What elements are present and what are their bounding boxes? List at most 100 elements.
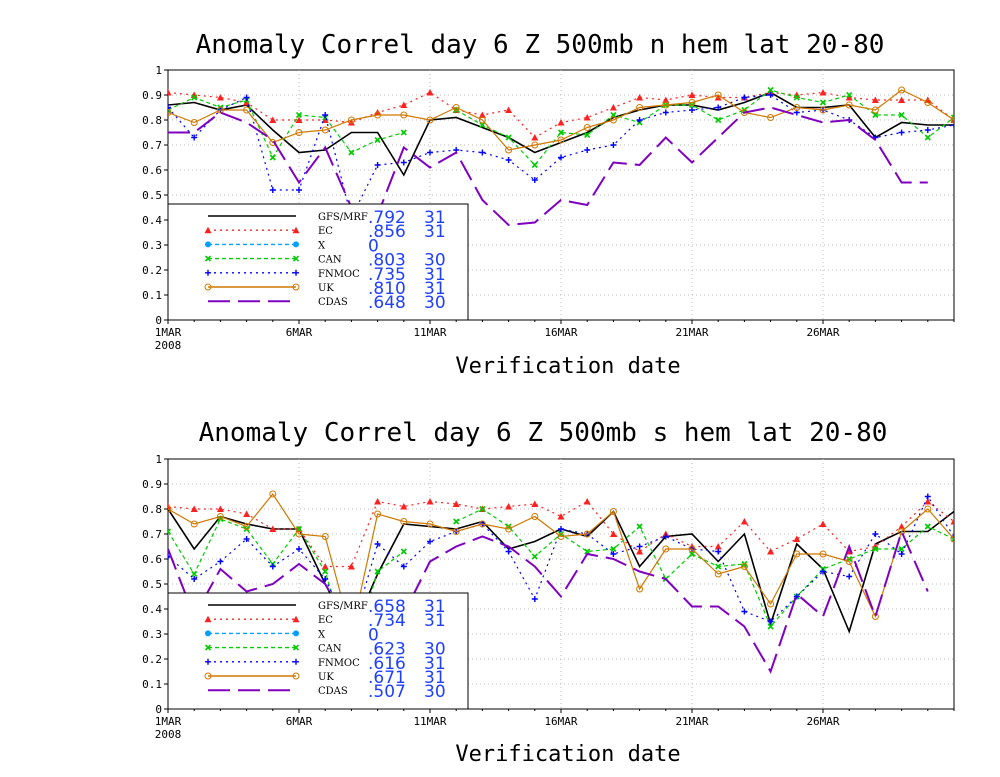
data-point-circle <box>557 533 565 540</box>
data-point-plus <box>531 177 538 183</box>
data-point-circle <box>452 528 460 535</box>
x-tick-label: 16MAR <box>544 715 577 728</box>
data-point-plus <box>296 187 302 193</box>
data-point-circle <box>505 146 513 154</box>
data-point-triangle <box>924 498 932 505</box>
data-point-x <box>531 161 538 169</box>
y-tick-label: 0.7 <box>142 139 162 152</box>
data-point-plus <box>584 147 591 153</box>
data-point-triangle <box>819 520 827 527</box>
data-point-triangle <box>531 134 539 141</box>
y-tick-label: 0.9 <box>142 89 162 102</box>
data-point-triangle <box>168 89 172 96</box>
data-point-triangle <box>714 543 722 550</box>
data-point-circle <box>452 104 460 111</box>
x-tick-label: 26MAR <box>806 326 839 339</box>
data-point-plus <box>191 576 198 582</box>
x-axis-label: Verification date <box>455 354 680 379</box>
data-point-x <box>872 111 879 119</box>
data-point-circle <box>583 124 591 131</box>
legend-series-name: UK <box>318 283 334 294</box>
legend-series-count: 31 <box>424 208 446 228</box>
data-point-x <box>715 116 722 124</box>
legend-series-name: CDAS <box>318 297 348 308</box>
x-axis-label: Verification date <box>455 742 680 767</box>
data-point-x <box>348 149 355 156</box>
data-point-circle <box>767 600 775 608</box>
data-point-x <box>819 99 827 106</box>
data-point-circle <box>269 490 277 498</box>
series-line-cdas <box>168 106 928 227</box>
x-tick-label: 11MAR <box>413 715 446 728</box>
data-point-plus <box>636 117 643 123</box>
data-point-x <box>168 106 172 114</box>
x-tick-label: 16MAR <box>544 326 577 339</box>
data-point-circle <box>950 116 954 124</box>
data-point-circle <box>400 111 408 119</box>
data-point-circle <box>292 283 300 291</box>
data-point-circle <box>374 111 382 119</box>
data-point-circle <box>557 136 565 144</box>
data-point-plus <box>846 573 853 580</box>
data-point-triangle <box>374 498 382 505</box>
data-point-triangle <box>321 116 329 123</box>
y-tick-label: 0.6 <box>142 553 162 566</box>
y-tick-label: 0.3 <box>142 239 162 252</box>
data-point-triangle <box>898 523 906 530</box>
data-point-circle <box>321 126 329 134</box>
data-point-x <box>924 523 931 530</box>
data-point-circle <box>216 513 224 520</box>
data-point-circle <box>898 86 906 94</box>
data-point-triangle <box>243 99 251 106</box>
y-tick-label: 1 <box>155 453 162 466</box>
data-point-plus <box>374 162 381 168</box>
legend-series-stat: .856 <box>368 222 406 242</box>
data-point-plus <box>505 548 512 555</box>
data-point-triangle <box>204 226 212 234</box>
data-point-triangle <box>269 525 277 532</box>
data-point-circle <box>293 630 299 637</box>
data-point-circle <box>714 91 722 99</box>
data-point-triangle <box>216 505 224 512</box>
data-point-plus <box>400 563 407 570</box>
data-point-circle <box>714 570 722 578</box>
legend-series-count: 31 <box>424 654 446 674</box>
data-point-plus <box>427 149 433 156</box>
series-line-uk <box>168 89 954 151</box>
data-point-plus <box>322 112 329 118</box>
data-point-plus <box>191 134 198 141</box>
data-point-triangle <box>347 563 355 570</box>
data-point-x <box>898 545 905 553</box>
data-point-triangle <box>557 513 565 520</box>
data-point-circle <box>924 99 932 106</box>
data-point-triangle <box>505 503 513 510</box>
y-tick-label: 0.8 <box>142 503 162 516</box>
legend-series-stat: .735 <box>368 265 406 285</box>
data-point-x <box>584 131 591 139</box>
data-point-circle <box>216 106 224 114</box>
data-point-triangle <box>216 94 224 101</box>
data-point-circle <box>400 518 408 525</box>
data-point-circle <box>295 530 303 538</box>
data-point-x <box>204 644 212 651</box>
x-tick-label: 11MAR <box>413 326 446 339</box>
data-point-plus <box>636 543 643 550</box>
data-point-plus <box>205 269 211 276</box>
data-point-circle <box>205 630 211 637</box>
data-point-plus <box>767 618 774 625</box>
data-point-circle <box>767 114 775 121</box>
data-point-triangle <box>426 89 434 96</box>
data-point-x <box>479 121 486 129</box>
data-point-circle <box>168 109 172 116</box>
data-point-x <box>505 134 512 141</box>
data-point-circle <box>478 520 486 528</box>
data-point-plus <box>269 187 276 193</box>
data-point-x <box>191 94 198 101</box>
data-point-triangle <box>819 89 827 96</box>
data-point-circle <box>740 563 748 570</box>
data-point-x <box>479 505 486 513</box>
legend-series-name: CAN <box>318 255 342 266</box>
data-point-triangle <box>662 96 670 103</box>
data-point-plus <box>168 104 171 111</box>
